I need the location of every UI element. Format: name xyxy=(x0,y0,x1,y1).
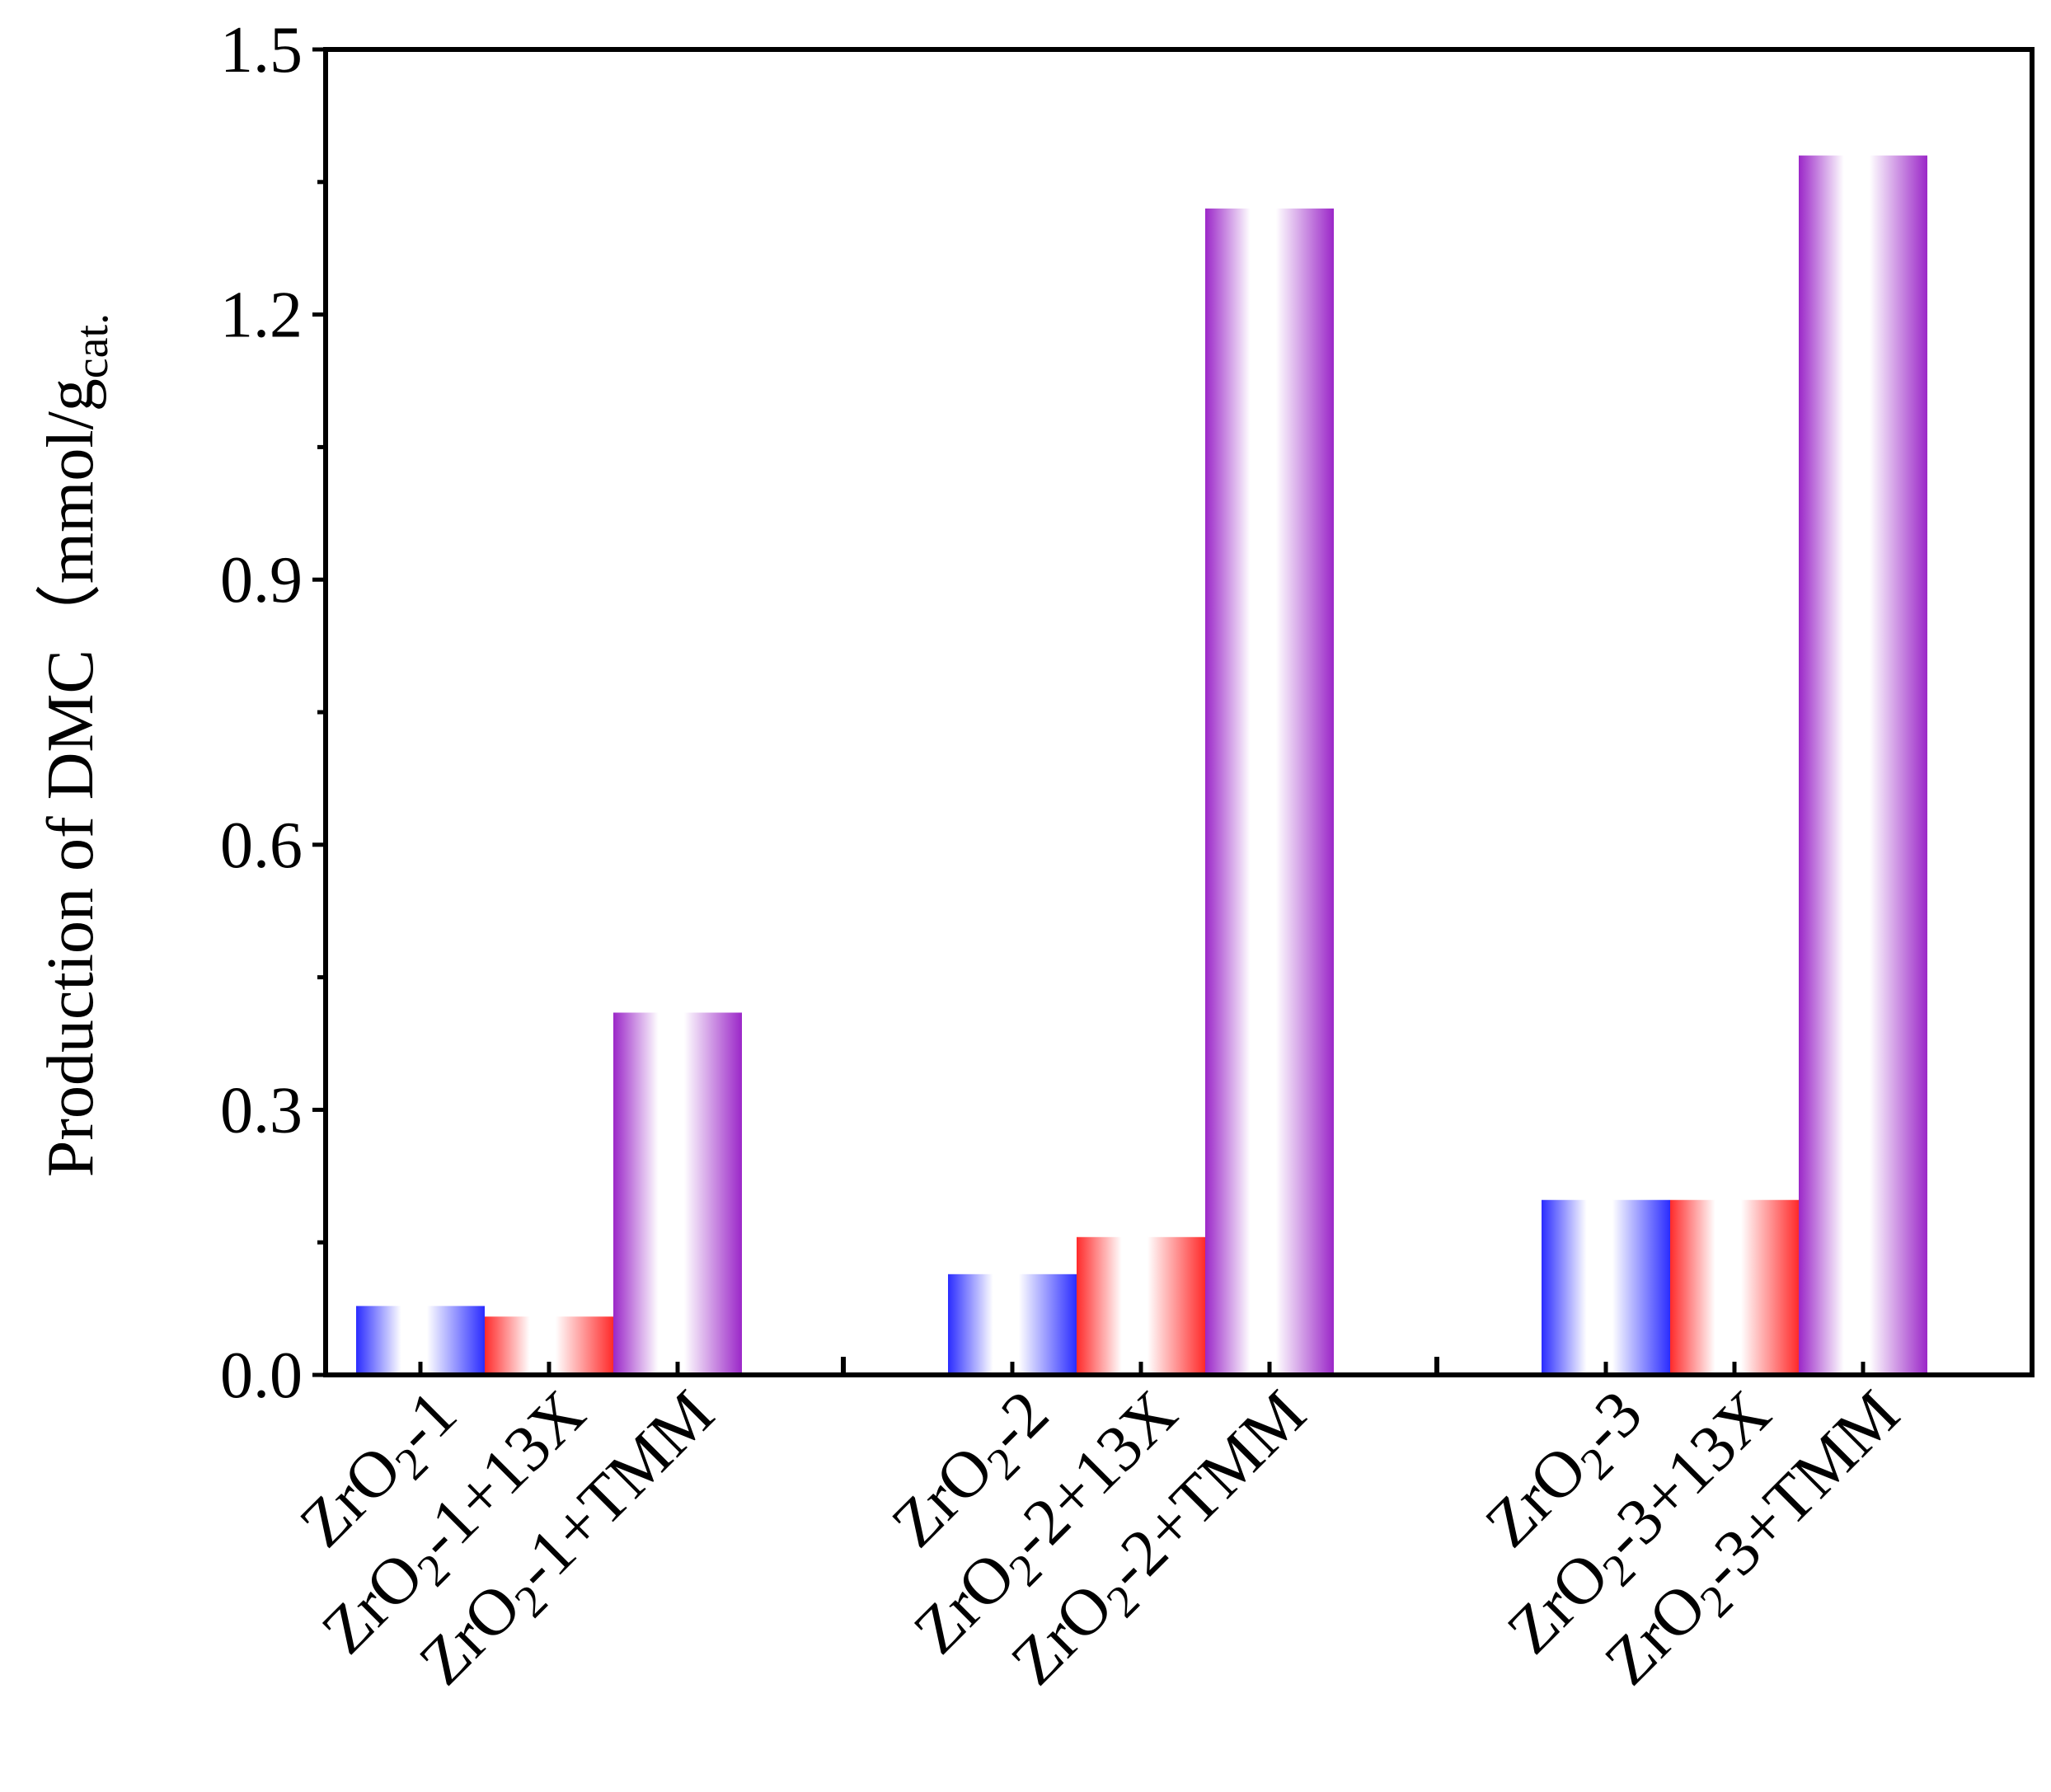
y-tick-label: 0.3 xyxy=(220,1074,303,1147)
y-tick-label: 0.0 xyxy=(220,1339,303,1412)
bar-3 xyxy=(613,1012,742,1375)
bar-7 xyxy=(1542,1199,1670,1375)
y-axis-label-main: Production of DMC（mmol/g xyxy=(35,378,107,1177)
bar-8 xyxy=(1670,1199,1799,1375)
bar-9 xyxy=(1799,155,1927,1375)
bars-layer xyxy=(356,155,1927,1376)
plot-frame xyxy=(323,47,2035,1377)
axis-ticks xyxy=(312,47,1866,1377)
y-tick-label: 0.6 xyxy=(220,809,303,882)
y-tick-label: 1.5 xyxy=(220,14,303,87)
y-tick-label: 1.2 xyxy=(220,279,303,352)
bar-6 xyxy=(1205,208,1334,1376)
y-axis-label-subscript: cat. xyxy=(67,313,118,378)
y-axis-label: Production of DMC（mmol/gcat. xyxy=(35,313,118,1177)
y-tick-label: 0.9 xyxy=(220,544,303,617)
bar-4 xyxy=(948,1274,1077,1375)
bar-5 xyxy=(1077,1236,1205,1375)
y-tick-labels: 0.0 0.3 0.6 0.9 1.2 1.5 xyxy=(220,14,303,1412)
